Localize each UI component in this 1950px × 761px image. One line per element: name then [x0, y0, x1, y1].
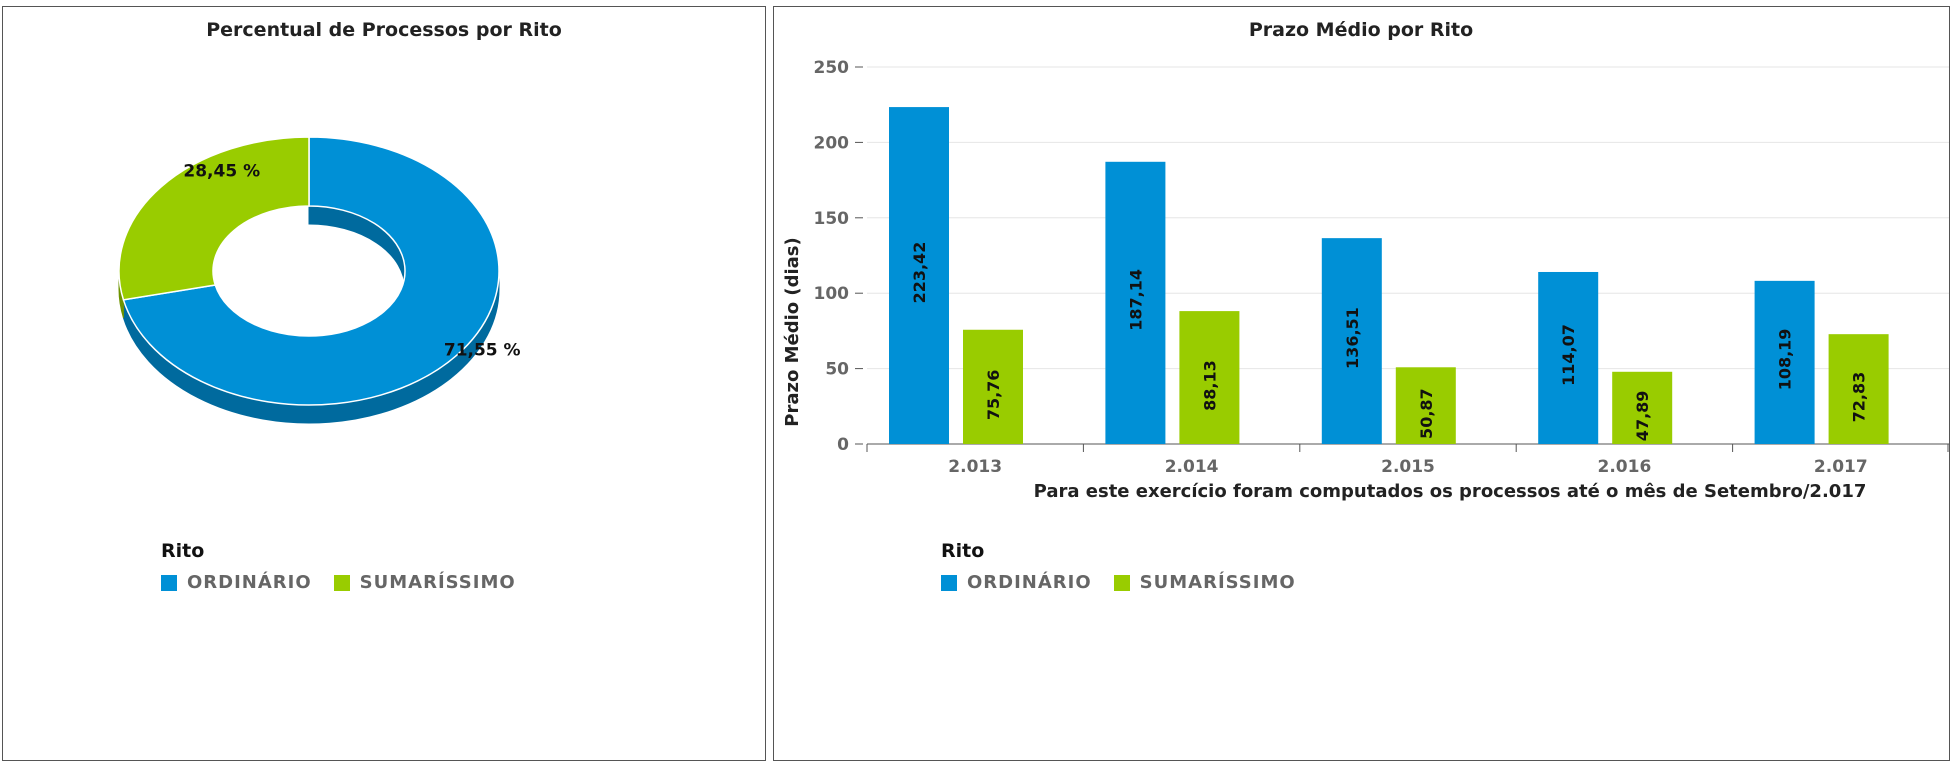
bar-y-tick-label: 200 — [814, 133, 850, 153]
bar-data-label: 136,51 — [1343, 307, 1362, 369]
bar-y-axis-label: Prazo Médio (dias) — [782, 237, 803, 427]
bar-legend-item-ordinario[interactable]: ORDINÁRIO — [941, 572, 1092, 593]
bar-data-label: 114,07 — [1559, 324, 1578, 386]
legend-swatch-ordinario — [941, 574, 957, 591]
bar-sumarissimo-2.015[interactable] — [1395, 367, 1456, 444]
legend-swatch-sumarissimo — [333, 574, 350, 591]
bar-chart-title: Prazo Médio por Rito — [1249, 19, 1473, 41]
bar-y-tick-label: 0 — [837, 435, 849, 455]
bar-ordinario-2.015[interactable] — [1321, 238, 1382, 444]
bar-y-tick-label: 100 — [814, 284, 850, 304]
bar-data-label: 223,42 — [910, 242, 929, 304]
bar-chart: Prazo Médio por Rito Prazo Médio (dias) … — [782, 19, 1949, 502]
bar-legend: Rito ORDINÁRIO SUMARÍSSIMO — [941, 540, 1296, 593]
bar-y-tick-label: 250 — [814, 58, 850, 78]
bar-sumarissimo-2.013[interactable] — [963, 329, 1023, 444]
pie-slice-ordinario[interactable] — [122, 136, 500, 406]
legend-label-sumarissimo: SUMARÍSSIMO — [1139, 572, 1296, 593]
bar-ordinario-2.014[interactable] — [1105, 161, 1166, 444]
bar-x-axis-label: Para este exercício foram computados os … — [1034, 481, 1867, 502]
bar-data-label: 187,14 — [1126, 269, 1145, 331]
legend-swatch-sumarissimo — [1113, 574, 1130, 591]
pie-chart: Percentual de Processos por Rito 71,55 %… — [118, 19, 562, 424]
pie-data-label-sumarissimo: 28,45 % — [183, 162, 260, 182]
pie-chart-panel: Percentual de Processos por Rito 71,55 %… — [2, 6, 766, 761]
bar-sumarissimo-2.014[interactable] — [1179, 311, 1240, 444]
legend-label-ordinario: ORDINÁRIO — [187, 572, 312, 593]
bar-data-label: 72,83 — [1850, 372, 1869, 423]
bar-sumarissimo-2.017[interactable] — [1828, 334, 1889, 444]
bar-ordinario-2.013[interactable] — [889, 107, 949, 444]
bar-x-tick-label: 2.015 — [1381, 457, 1435, 477]
pie-legend-item-ordinario[interactable]: ORDINÁRIO — [161, 572, 312, 593]
pie-data-label-ordinario: 71,55 % — [444, 340, 521, 360]
bar-legend-item-sumarissimo[interactable]: SUMARÍSSIMO — [1113, 572, 1296, 593]
bar-x-tick-label: 2.017 — [1814, 457, 1868, 477]
bar-legend-title: Rito — [941, 540, 985, 562]
bar-data-label: 47,89 — [1633, 391, 1652, 442]
bar-x-tick-label: 2.014 — [1165, 457, 1219, 477]
bar-x-tick-label: 2.016 — [1598, 457, 1652, 477]
legend-label-sumarissimo: SUMARÍSSIMO — [359, 572, 516, 593]
legend-swatch-ordinario — [161, 574, 177, 591]
pie-chart-title: Percentual de Processos por Rito — [206, 19, 562, 41]
bar-chart-panel: Prazo Médio por Rito Prazo Médio (dias) … — [773, 6, 1950, 761]
bar-data-label: 50,87 — [1417, 388, 1436, 439]
pie-slice-sumarissimo[interactable] — [118, 136, 310, 301]
bar-data-label: 88,13 — [1200, 360, 1219, 411]
bar-y-tick-label: 50 — [825, 360, 849, 380]
legend-label-ordinario: ORDINÁRIO — [967, 572, 1092, 593]
bar-y-tick-label: 150 — [814, 209, 850, 229]
bar-ordinario-2.017[interactable] — [1754, 280, 1815, 444]
bar-ordinario-2.016[interactable] — [1538, 271, 1599, 444]
bar-data-label: 75,76 — [984, 370, 1003, 421]
pie-legend: Rito ORDINÁRIO SUMARÍSSIMO — [161, 540, 516, 593]
bar-data-label: 108,19 — [1776, 329, 1795, 391]
pie-legend-title: Rito — [161, 540, 205, 562]
bar-sumarissimo-2.016[interactable] — [1612, 371, 1673, 444]
pie-legend-item-sumarissimo[interactable]: SUMARÍSSIMO — [333, 572, 516, 593]
bar-x-tick-label: 2.013 — [948, 457, 1002, 477]
